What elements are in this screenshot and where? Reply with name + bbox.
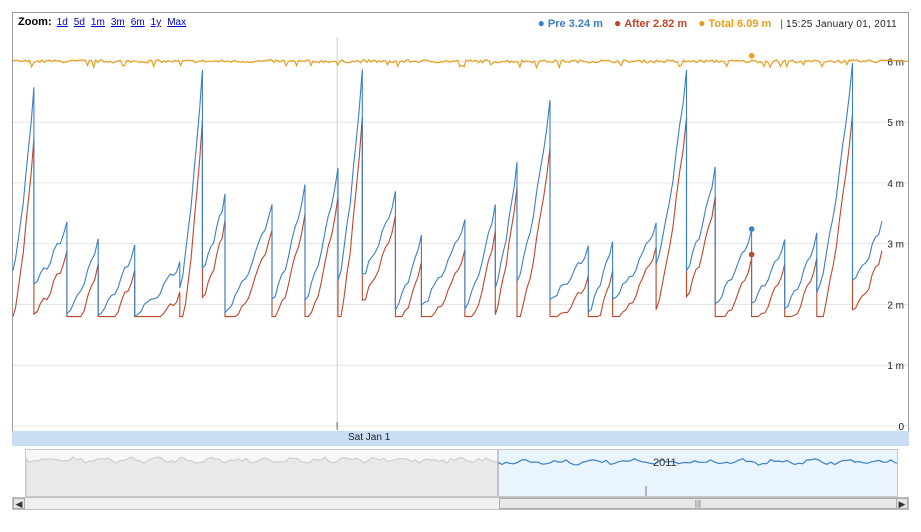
series-pre-line (12, 62, 883, 318)
date-marker-label: Sat Jan 1 (348, 432, 391, 443)
chart-frame (12, 12, 909, 446)
y-tick-label: 2 m (887, 300, 904, 311)
legend-dot-total-icon: ● (698, 16, 706, 30)
legend-item-after: ● After 2.82 m (613, 16, 690, 30)
legend-dot-after-icon: ● (613, 16, 622, 30)
date-axis-bar: Sat Jan 1 (12, 431, 909, 446)
legend-pre-value: 3.24 m (568, 18, 603, 30)
y-tick-label: 6 m (887, 57, 904, 68)
y-tick-label: 0 (898, 422, 904, 433)
legend: ● Pre 3.24 m ● After 2.82 m ● Total 6.09 m … (530, 16, 897, 30)
y-tick-label: 5 m (887, 118, 904, 129)
legend-item-total: ● Total 6.09 m (698, 16, 774, 30)
y-tick-label: 4 m (887, 179, 904, 190)
hover-timestamp: 15:25 January 01, 2011 (786, 19, 897, 30)
series-after-line (12, 114, 883, 318)
zoom-1d-link[interactable]: 1d (56, 17, 68, 28)
legend-dot-pre-icon: ● (537, 16, 545, 30)
navigator-selected-range (498, 450, 897, 496)
series-total-line (12, 58, 909, 70)
hover-point-pre (748, 226, 755, 232)
navigator-series-line (497, 458, 897, 466)
hover-point-after (748, 251, 755, 258)
zoom-5d-link[interactable]: 5d (73, 17, 85, 28)
scroll-thumb[interactable]: ||| (499, 498, 897, 509)
zoom-max-link[interactable]: Max (167, 17, 187, 28)
legend-separator: | (780, 19, 783, 30)
zoom-1y-link[interactable]: 1y (150, 17, 162, 28)
navigator-year-label: 2011 (653, 457, 677, 469)
navigator-history-area (26, 456, 499, 496)
legend-after-value: 2.82 m (652, 18, 688, 30)
navigator-svg[interactable]: 2011 (26, 450, 898, 497)
zoom-1m-link[interactable]: 1m (90, 17, 105, 28)
legend-total-name: Total (708, 18, 734, 30)
legend-item-pre: ● Pre 3.24 m (537, 16, 606, 30)
legend-pre-name: Pre (547, 18, 566, 30)
y-tick-label: 1 m (887, 361, 904, 372)
range-navigator[interactable]: 2011 (25, 449, 898, 497)
zoom-bar: Zoom: 1d 5d 1m 3m 6m 1y Max (18, 16, 192, 28)
legend-total-value: 6.09 m (737, 18, 772, 30)
zoom-3m-link[interactable]: 3m (110, 17, 125, 28)
y-tick-label: 3 m (887, 240, 904, 251)
scroll-right-button[interactable]: ▶ (896, 498, 908, 509)
scroll-left-button[interactable]: ◀ (13, 498, 25, 509)
zoom-label: Zoom: (18, 16, 52, 28)
hover-point-total (748, 53, 755, 59)
legend-after-name: After (624, 18, 650, 30)
zoom-6m-link[interactable]: 6m (130, 17, 145, 28)
range-scrollbar[interactable]: ◀ ||| ▶ (12, 497, 909, 510)
